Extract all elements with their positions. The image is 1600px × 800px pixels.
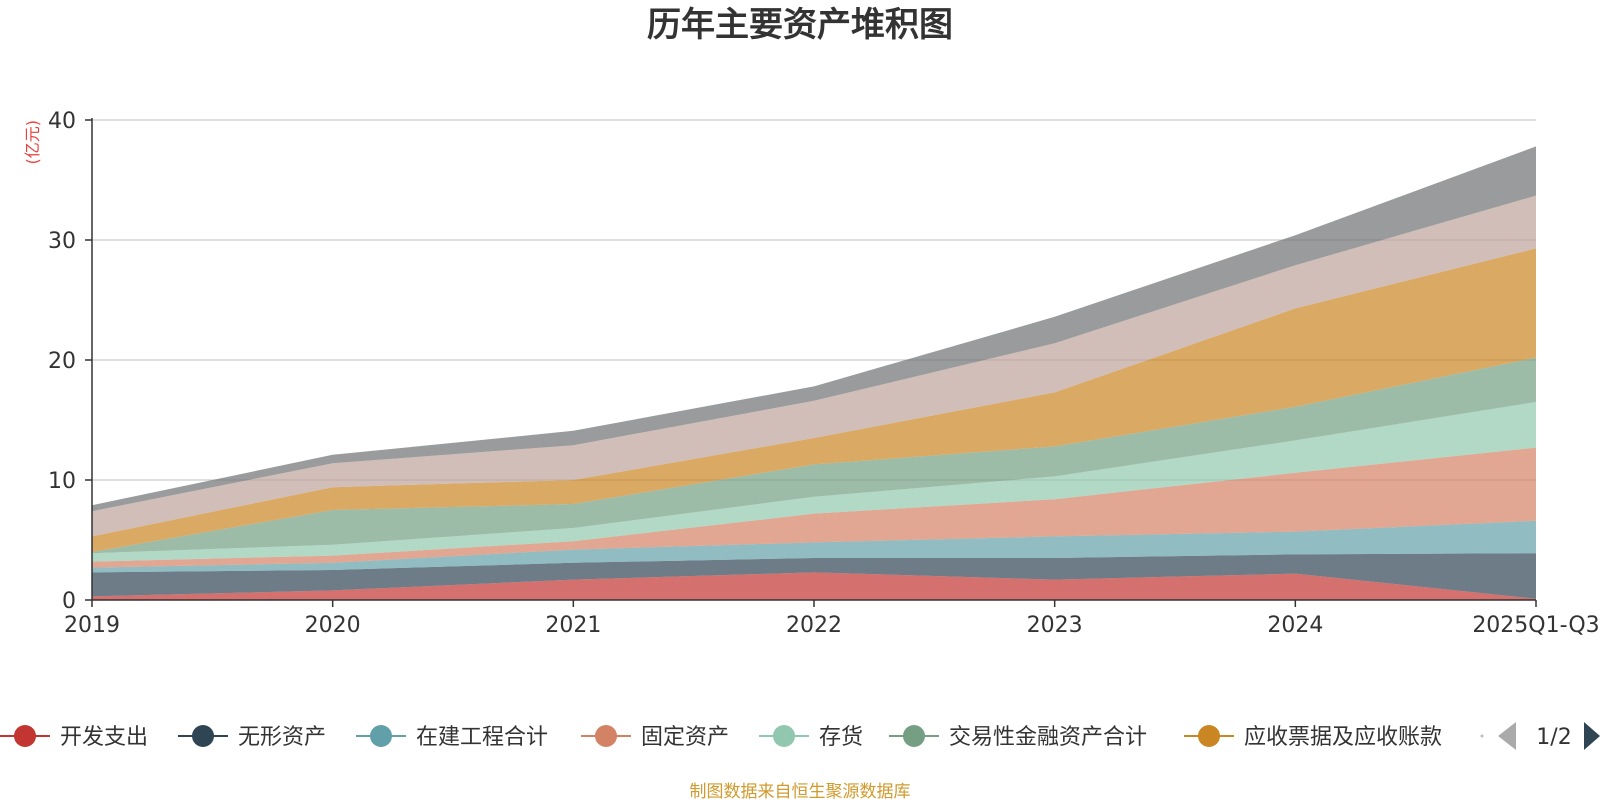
legend-marker <box>370 725 392 747</box>
x-tick-label: 2019 <box>64 613 120 638</box>
area-3 <box>92 520 1536 573</box>
area-6 <box>92 357 1536 554</box>
legend-label: 在建工程合计 <box>416 725 548 750</box>
x-tick-label: 2022 <box>786 613 842 638</box>
x-tick-label: 2024 <box>1267 613 1323 638</box>
legend: 开发支出 无形资产 在建工程合计 固定资产 存货 交易性金融资产合计 应收票据及应收账款 1/… <box>0 722 1600 750</box>
area-2 <box>92 553 1536 599</box>
area-4 <box>92 447 1536 568</box>
legend-label: 无形资产 <box>238 725 326 750</box>
legend-label: 开发支出 <box>60 725 148 750</box>
x-tick-label: 2020 <box>305 613 361 638</box>
legend-prev-page-icon[interactable] <box>1498 722 1516 750</box>
y-tick-label: 10 <box>48 469 76 494</box>
area-1 <box>92 572 1536 600</box>
x-tick-label: 2023 <box>1027 613 1083 638</box>
area-8 <box>92 195 1536 537</box>
legend-marker <box>595 725 617 747</box>
legend-marker <box>1198 725 1220 747</box>
data-source-note: 制图数据来自恒生聚源数据库 <box>690 782 911 800</box>
x-tick-label: 2025Q1-Q3 <box>1472 613 1599 638</box>
y-axis-unit: (亿元) <box>23 120 42 165</box>
legend-overflow-dot <box>1480 734 1484 738</box>
legend-item-6[interactable]: 交易性金融资产合计 <box>889 725 1147 750</box>
legend-next-page-icon[interactable] <box>1584 722 1600 750</box>
legend-item-7[interactable]: 应收票据及应收账款 <box>1184 725 1442 750</box>
legend-marker <box>192 725 214 747</box>
y-tick-label: 30 <box>48 229 76 254</box>
legend-item-3[interactable]: 在建工程合计 <box>356 725 548 750</box>
y-tick-label: 20 <box>48 349 76 374</box>
x-tick-label: 2021 <box>545 613 601 638</box>
legend-marker <box>773 725 795 747</box>
legend-label: 交易性金融资产合计 <box>949 725 1147 750</box>
legend-marker <box>14 725 36 747</box>
legend-item-4[interactable]: 固定资产 <box>581 725 729 750</box>
y-tick-label: 0 <box>62 589 76 614</box>
legend-item-1[interactable]: 开发支出 <box>0 725 148 750</box>
legend-page-indicator: 1/2 <box>1536 725 1571 750</box>
y-tick-label: 40 <box>48 109 76 134</box>
area-7 <box>92 248 1536 552</box>
legend-label: 固定资产 <box>641 725 729 750</box>
legend-label: 应收票据及应收账款 <box>1244 725 1442 750</box>
axes: 0 10 20 30 40 2019 2020 2021 2022 2023 2024 2025Q1-… <box>48 109 1600 638</box>
legend-marker <box>903 725 925 747</box>
legend-item-5[interactable]: 存货 <box>759 725 863 750</box>
series-areas <box>92 146 1536 600</box>
chart-title: 历年主要资产堆积图 <box>647 5 953 45</box>
legend-label: 存货 <box>819 725 863 750</box>
legend-item-2[interactable]: 无形资产 <box>178 725 326 750</box>
